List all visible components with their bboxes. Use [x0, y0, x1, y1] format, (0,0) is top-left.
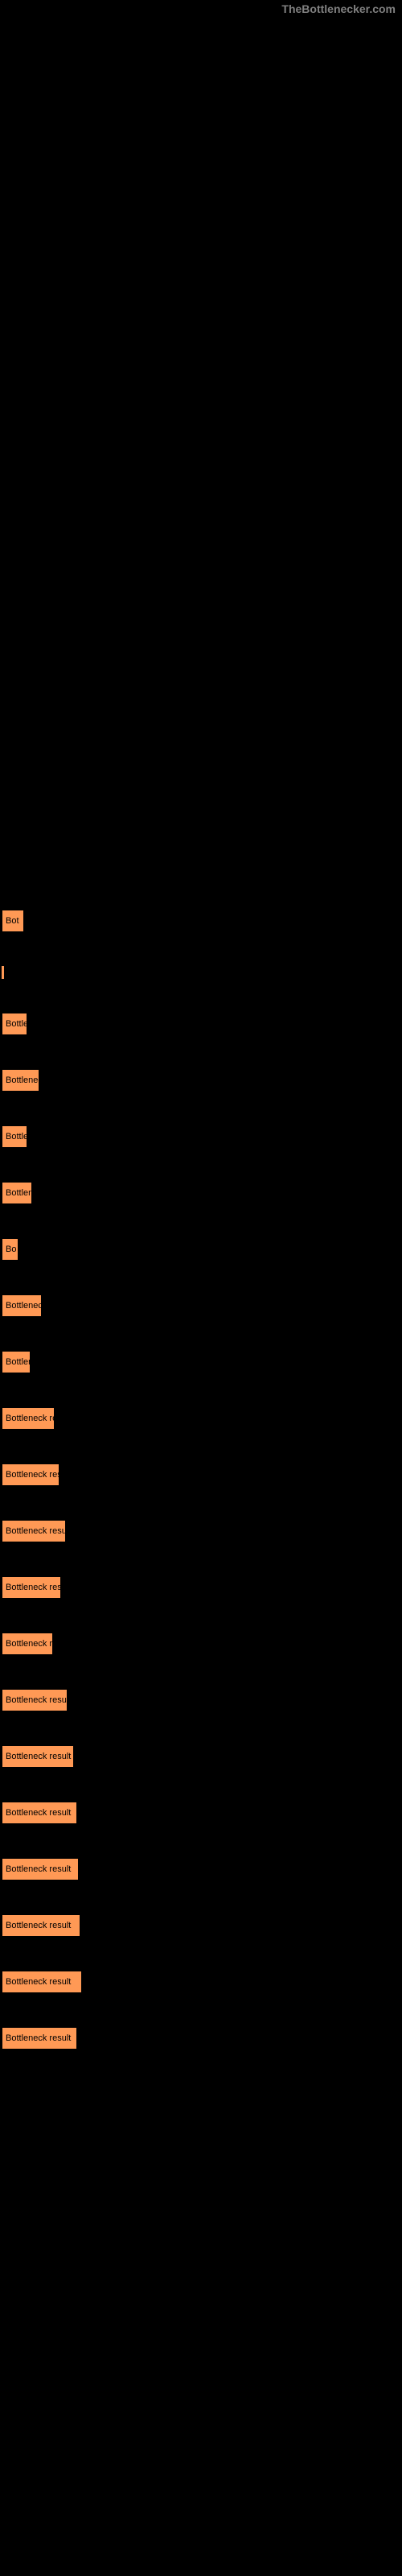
chart-bar: Bottleneck result: [2, 1858, 79, 1880]
bar-row: Bottleneck result: [2, 1745, 402, 1768]
bar-row: Bottleneck result: [2, 1689, 402, 1711]
watermark-text: TheBottlenecker.com: [281, 2, 396, 15]
bar-row: Bottleneck res: [2, 1407, 402, 1430]
bar-row: Bottle: [2, 1013, 402, 1035]
chart-bar: Bottlenec: [2, 1069, 39, 1092]
bar-row: Bottleneck result: [2, 1858, 402, 1880]
chart-bar: Bottleneck result: [2, 2027, 77, 2050]
chart-bar: Bottle: [2, 1013, 27, 1035]
chart-bar: Bottleneck res: [2, 1407, 55, 1430]
bar-row: Bottleneck result: [2, 1802, 402, 1824]
chart-bar: [2, 966, 4, 979]
chart-bar: Bottleneck result: [2, 1802, 77, 1824]
bar-row: Bottlen: [2, 1182, 402, 1204]
bar-row: Bottlenec: [2, 1294, 402, 1317]
chart-bar: Bottleneck result: [2, 1689, 68, 1711]
bar-row: Bottlenec: [2, 1069, 402, 1092]
chart-bar: Bo: [2, 1238, 18, 1261]
bar-row: Bo: [2, 1238, 402, 1261]
chart-bar: Bottlen: [2, 1182, 32, 1204]
chart-bar: Bottleneck resu: [2, 1463, 59, 1486]
chart-bar: Bottleneck result: [2, 1745, 74, 1768]
bar-row: Bottlen: [2, 1351, 402, 1373]
bar-row: Bot: [2, 910, 402, 932]
chart-bar: Bottle: [2, 1125, 27, 1148]
bar-row: Bottleneck resu: [2, 1463, 402, 1486]
bar-row: Bottleneck re: [2, 1633, 402, 1655]
chart-bar: Bottleneck result: [2, 1971, 82, 1993]
bar-row: Bottleneck result: [2, 1520, 402, 1542]
bar-row: Bottleneck result: [2, 1914, 402, 1937]
chart-bar: Bottleneck result: [2, 1914, 80, 1937]
chart-bar: Bottleneck re: [2, 1633, 53, 1655]
bar-row: [2, 966, 402, 979]
chart-bar: Bottlen: [2, 1351, 31, 1373]
bar-row: Bottleneck resu: [2, 1576, 402, 1599]
chart-bar: Bottleneck resu: [2, 1576, 61, 1599]
chart-bar: Bot: [2, 910, 24, 932]
chart-bar: Bottlenec: [2, 1294, 42, 1317]
chart-bar: Bottleneck result: [2, 1520, 66, 1542]
bar-chart: Bot Bottle Bottlenec Bottle Bottlen Bo Bottlen…: [0, 0, 402, 2099]
bar-row: Bottleneck result: [2, 2027, 402, 2050]
bar-row: Bottleneck result: [2, 1971, 402, 1993]
bar-row: Bottle: [2, 1125, 402, 1148]
